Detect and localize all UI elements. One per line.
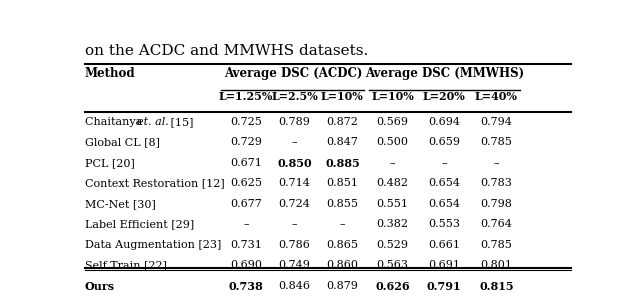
Text: 0.860: 0.860	[326, 260, 358, 270]
Text: Ours: Ours	[85, 281, 115, 292]
Text: 0.551: 0.551	[376, 199, 408, 209]
Text: Average DSC (MMWHS): Average DSC (MMWHS)	[365, 67, 524, 80]
Text: 0.729: 0.729	[230, 137, 262, 147]
Text: 0.691: 0.691	[428, 260, 460, 270]
Text: 0.714: 0.714	[278, 178, 310, 188]
Text: 0.872: 0.872	[326, 117, 358, 127]
Text: 0.798: 0.798	[481, 199, 513, 209]
Text: 0.801: 0.801	[481, 260, 513, 270]
Text: L=10%: L=10%	[321, 91, 364, 102]
Text: Context Restoration [12]: Context Restoration [12]	[85, 178, 225, 188]
Text: L=10%: L=10%	[371, 91, 414, 102]
Text: 0.661: 0.661	[428, 240, 460, 250]
Text: –: –	[340, 219, 345, 229]
Text: 0.482: 0.482	[376, 178, 408, 188]
Text: 0.529: 0.529	[376, 240, 408, 250]
Text: on the ACDC and MMWHS datasets.: on the ACDC and MMWHS datasets.	[85, 44, 368, 58]
Text: 0.724: 0.724	[278, 199, 310, 209]
Text: 0.794: 0.794	[481, 117, 513, 127]
Text: 0.786: 0.786	[278, 240, 310, 250]
Text: 0.855: 0.855	[326, 199, 358, 209]
Text: 0.731: 0.731	[230, 240, 262, 250]
Text: 0.785: 0.785	[481, 240, 513, 250]
Text: 0.738: 0.738	[228, 281, 264, 292]
Text: MC-Net [30]: MC-Net [30]	[85, 199, 156, 209]
Text: L=2.5%: L=2.5%	[271, 91, 318, 102]
Text: Data Augmentation [23]: Data Augmentation [23]	[85, 240, 221, 250]
Text: 0.553: 0.553	[428, 219, 460, 229]
Text: 0.654: 0.654	[428, 199, 460, 209]
Text: 0.879: 0.879	[326, 281, 358, 291]
Text: 0.569: 0.569	[376, 117, 408, 127]
Text: 0.625: 0.625	[230, 178, 262, 188]
Text: 0.500: 0.500	[376, 137, 408, 147]
Text: 0.749: 0.749	[278, 260, 310, 270]
Text: 0.783: 0.783	[481, 178, 513, 188]
Text: 0.563: 0.563	[376, 260, 408, 270]
Text: L=1.25%: L=1.25%	[219, 91, 273, 102]
Text: –: –	[442, 158, 447, 168]
Text: [15]: [15]	[167, 117, 193, 127]
Text: –: –	[292, 219, 298, 229]
Text: Method: Method	[85, 67, 136, 80]
Text: 0.847: 0.847	[326, 137, 358, 147]
Text: 0.382: 0.382	[376, 219, 408, 229]
Text: 0.885: 0.885	[325, 158, 360, 169]
Text: –: –	[390, 158, 396, 168]
Text: 0.791: 0.791	[427, 281, 461, 292]
Text: 0.690: 0.690	[230, 260, 262, 270]
Text: 0.626: 0.626	[375, 281, 410, 292]
Text: 0.851: 0.851	[326, 178, 358, 188]
Text: –: –	[243, 219, 249, 229]
Text: L=40%: L=40%	[475, 91, 518, 102]
Text: –: –	[292, 137, 298, 147]
Text: PCL [20]: PCL [20]	[85, 158, 135, 168]
Text: 0.725: 0.725	[230, 117, 262, 127]
Text: 0.785: 0.785	[481, 137, 513, 147]
Text: 0.659: 0.659	[428, 137, 460, 147]
Text: et. al.: et. al.	[137, 117, 169, 127]
Text: –: –	[493, 158, 499, 168]
Text: 0.789: 0.789	[278, 117, 310, 127]
Text: 0.865: 0.865	[326, 240, 358, 250]
Text: 0.846: 0.846	[278, 281, 310, 291]
Text: 0.671: 0.671	[230, 158, 262, 168]
Text: 0.850: 0.850	[277, 158, 312, 169]
Text: 0.677: 0.677	[230, 199, 262, 209]
Text: Average DSC (ACDC): Average DSC (ACDC)	[223, 67, 362, 80]
Text: Chaitanya: Chaitanya	[85, 117, 146, 127]
Text: Label Efficient [29]: Label Efficient [29]	[85, 219, 194, 229]
Text: L=20%: L=20%	[423, 91, 466, 102]
Text: 0.694: 0.694	[428, 117, 460, 127]
Text: Global CL [8]: Global CL [8]	[85, 137, 160, 147]
Text: Self Train [22]: Self Train [22]	[85, 260, 167, 270]
Text: 0.654: 0.654	[428, 178, 460, 188]
Text: 0.764: 0.764	[481, 219, 513, 229]
Text: 0.815: 0.815	[479, 281, 514, 292]
